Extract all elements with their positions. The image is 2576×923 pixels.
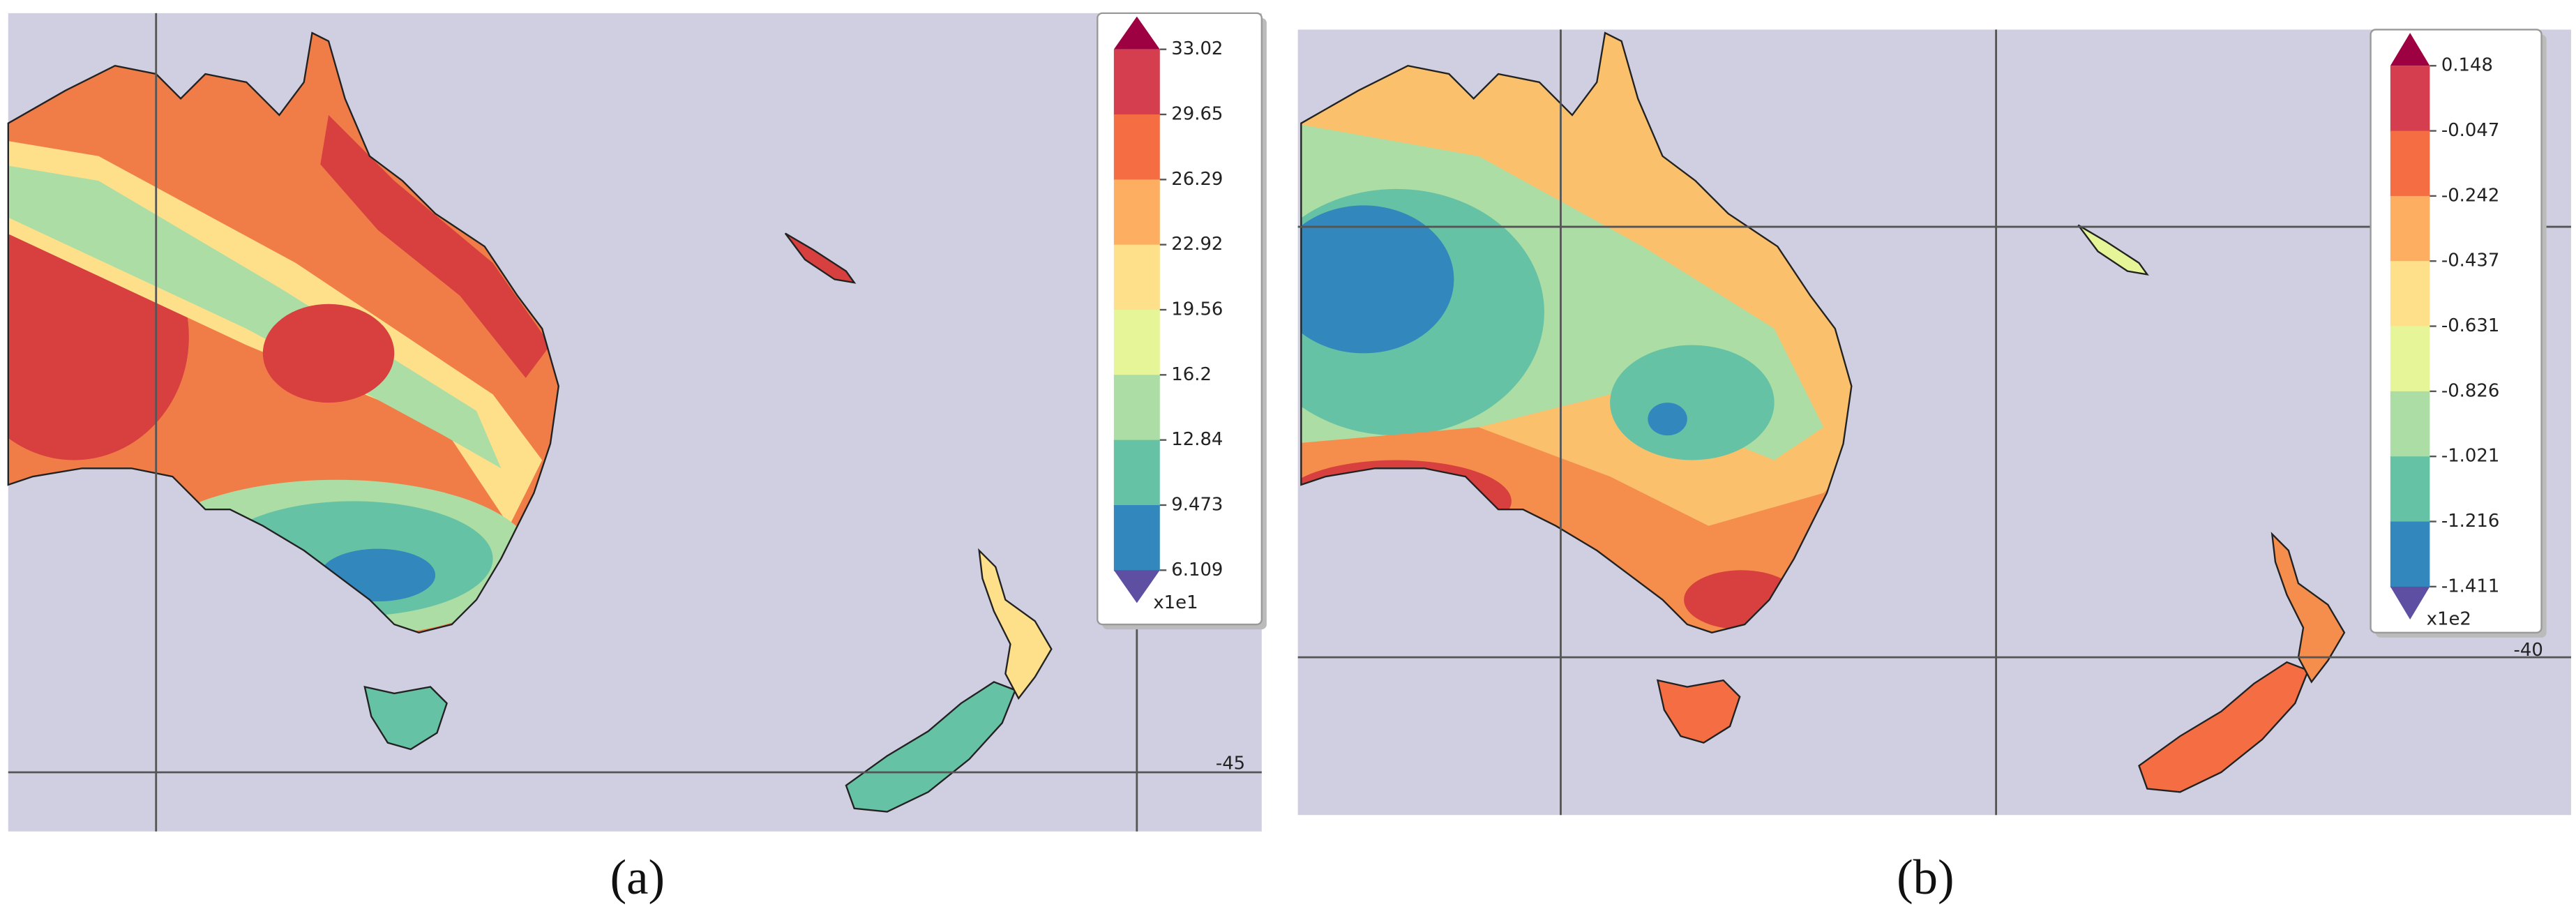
colorbar-segment [1113, 440, 1160, 506]
map-b: -40 [1297, 29, 2571, 816]
colorbar-over [1113, 16, 1160, 50]
colorbar-label: 6.109 [1171, 560, 1223, 580]
colorbar-segment [1113, 49, 1160, 116]
colorbar-label: -1.216 [2441, 511, 2499, 532]
panel-label: (b) [1897, 850, 1954, 905]
colorbar-segment [2390, 130, 2430, 197]
colorbar-label: 26.29 [1171, 169, 1223, 190]
colorbar-segment [2390, 261, 2430, 327]
colorbar-label: 19.56 [1171, 299, 1223, 320]
colorbar-label: 29.65 [1171, 104, 1223, 125]
land-b [1301, 33, 1852, 633]
colorbar-label: -1.411 [2441, 576, 2499, 596]
colorbar-segment [1113, 114, 1160, 181]
map-a: -45 [7, 13, 1262, 832]
colorbar-under [2390, 586, 2430, 620]
colorbar-segment [1113, 375, 1160, 441]
grid-label: -40 [2514, 640, 2543, 661]
colorbar-segment [2390, 391, 2430, 458]
colorbar-segment [1113, 179, 1160, 246]
panel-label: (a) [610, 850, 665, 905]
colorbar-label: 0.148 [2441, 55, 2493, 76]
colorbar-multiplier: x1e1 [1153, 592, 1198, 613]
colorbar-label: 9.473 [1171, 494, 1223, 515]
colorbar-label: -0.047 [2441, 120, 2499, 141]
colorbar-label: -0.242 [2441, 185, 2499, 206]
colorbar-label: 16.2 [1171, 364, 1212, 385]
colorbar-segment [2390, 195, 2430, 262]
colorbar-segment [2390, 521, 2430, 588]
colorbar-over [2390, 33, 2430, 66]
colorbar-label: -0.631 [2441, 315, 2499, 336]
colorbar-label: -0.826 [2441, 380, 2499, 401]
colorbar-under [1113, 570, 1160, 603]
colorbar-segment [1113, 244, 1160, 311]
colorbar-label: 12.84 [1171, 429, 1223, 450]
colorbar-segment [2390, 66, 2430, 132]
grid-label: -45 [1216, 753, 1245, 774]
colorbar-segment [1113, 504, 1160, 571]
colorbar-label: -0.437 [2441, 250, 2499, 271]
colorbar-label: 22.92 [1171, 234, 1223, 255]
colorbar-segment [2390, 326, 2430, 393]
colorbar-label: -1.021 [2441, 446, 2499, 467]
colorbar-segment [2390, 456, 2430, 523]
colorbar-segment [1113, 309, 1160, 376]
colorbar-multiplier: x1e2 [2427, 608, 2471, 629]
colorbar-label: 33.02 [1171, 38, 1223, 59]
